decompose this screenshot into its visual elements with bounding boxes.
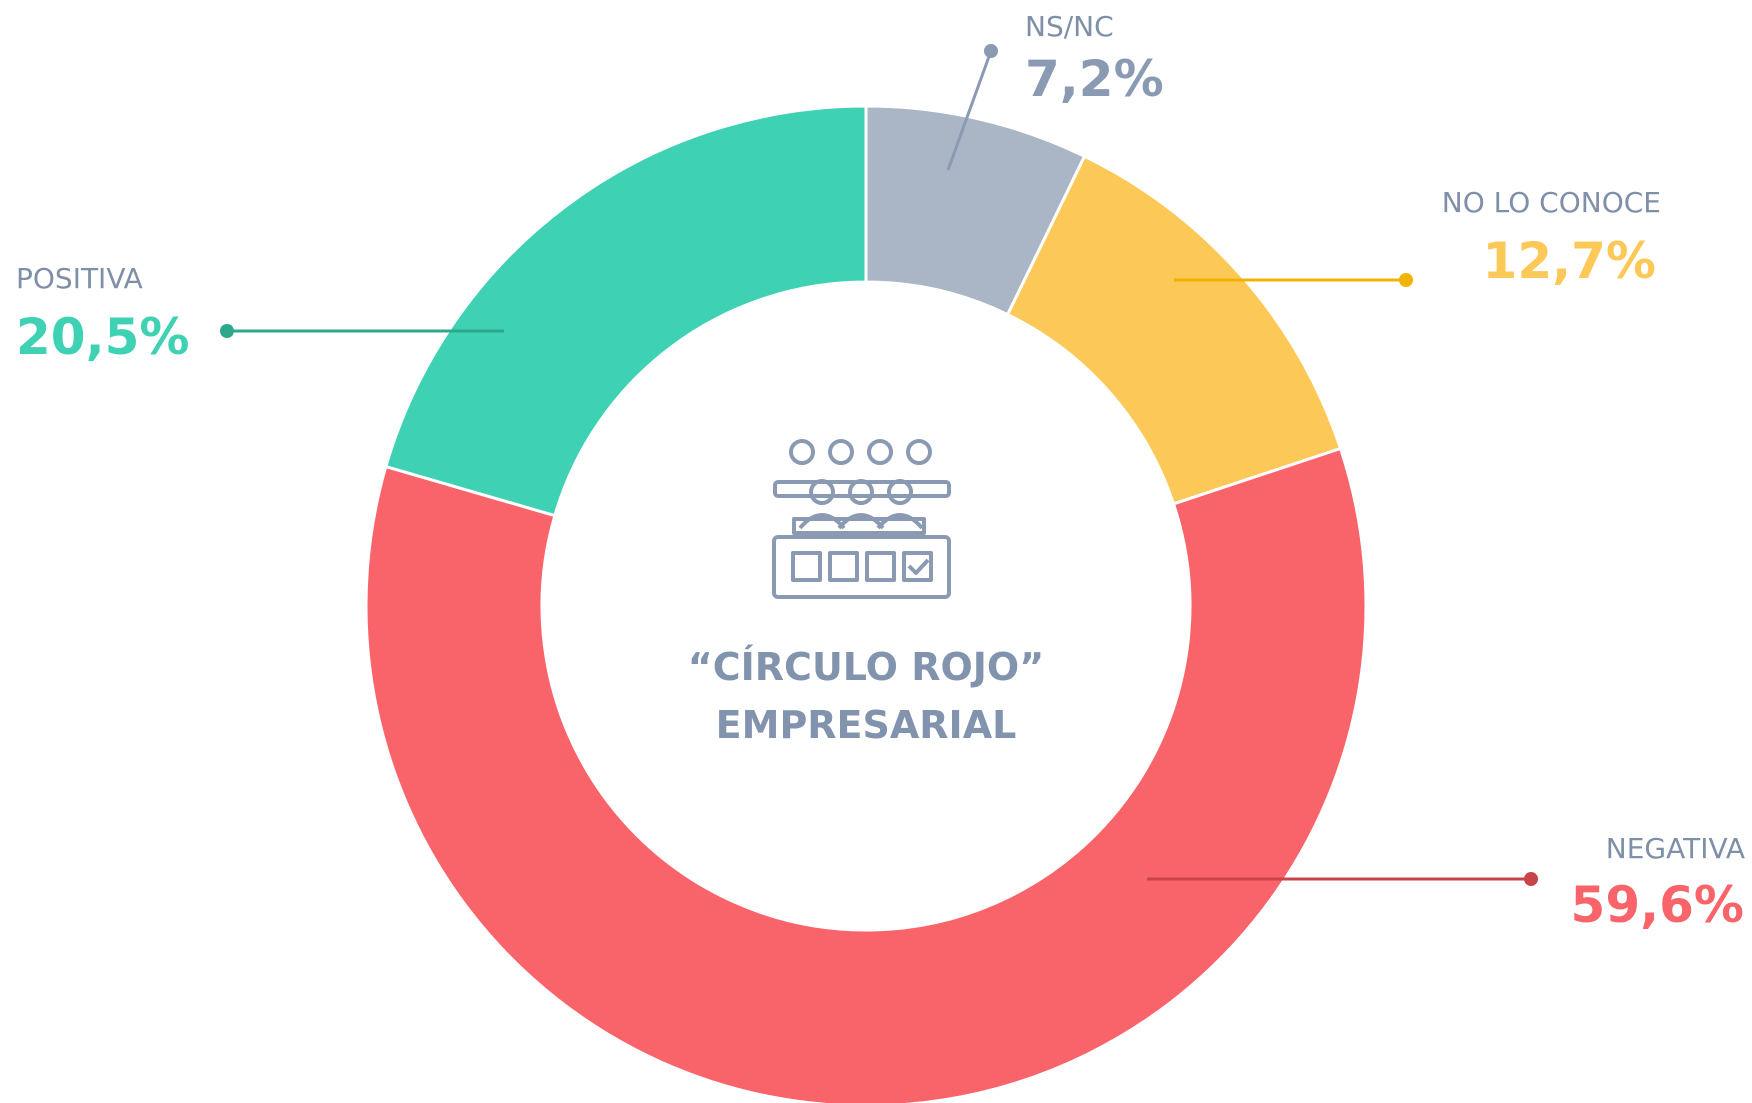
donut-slice	[383, 104, 868, 518]
donut-slice	[1005, 154, 1343, 506]
slice-name: NEGATIVA	[1606, 832, 1745, 865]
donut-slice	[364, 446, 1368, 1103]
slice-value: 20,5%	[16, 308, 189, 366]
center-icon	[772, 439, 951, 599]
center-label: “CÍRCULO ROJO”	[688, 645, 1044, 689]
leader-dot	[984, 44, 998, 58]
leader-dot	[1399, 273, 1413, 287]
leader-dot	[220, 324, 234, 338]
slice-name: NS/NC	[1025, 10, 1114, 43]
slice-value: 12,7%	[1483, 232, 1656, 290]
slice-name: NO LO CONOCE	[1442, 186, 1661, 219]
leader-dot	[1524, 872, 1538, 886]
center-label: EMPRESARIAL	[716, 703, 1017, 747]
slice-value: 59,6%	[1571, 876, 1744, 934]
leader-line	[946, 50, 993, 171]
slice-value: 7,2%	[1025, 50, 1164, 108]
slice-name: POSITIVA	[16, 262, 143, 295]
